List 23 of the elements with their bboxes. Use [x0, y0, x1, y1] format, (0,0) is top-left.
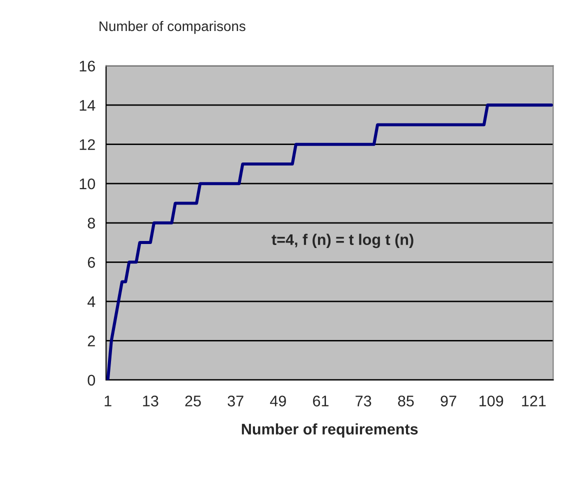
x-tick-label: 109 — [480, 396, 504, 406]
y-tick-label: 2 — [88, 336, 95, 346]
x-tick-label: 73 — [356, 396, 372, 406]
y-tick-label: 10 — [80, 178, 96, 190]
y-tick-label: 12 — [80, 139, 95, 150]
y-tick-label: 8 — [88, 218, 95, 229]
x-tick-label: 97 — [440, 396, 456, 406]
x-tick-label: 13 — [143, 396, 158, 406]
y-tick-label: 0 — [88, 374, 96, 386]
x-tick-label: 25 — [185, 396, 201, 406]
x-tick-label: 37 — [228, 396, 244, 406]
x-axis-title: Number of requirements — [242, 423, 418, 438]
x-tick-label: 49 — [270, 396, 286, 406]
y-tick-label: 4 — [88, 296, 96, 307]
x-tick-label: 61 — [313, 396, 329, 406]
y-tick-label: 14 — [80, 100, 96, 111]
x-tick-label: 1 — [104, 396, 112, 406]
y-tick-label: 16 — [80, 60, 95, 72]
x-tick-label: 121 — [522, 396, 546, 406]
annotation: t=4, f (n) = t log t (n) — [272, 234, 414, 248]
y-tick-label: 6 — [88, 257, 95, 268]
x-tick-label: 85 — [398, 396, 414, 406]
y-axis-title: Number of comparisons — [100, 20, 246, 34]
